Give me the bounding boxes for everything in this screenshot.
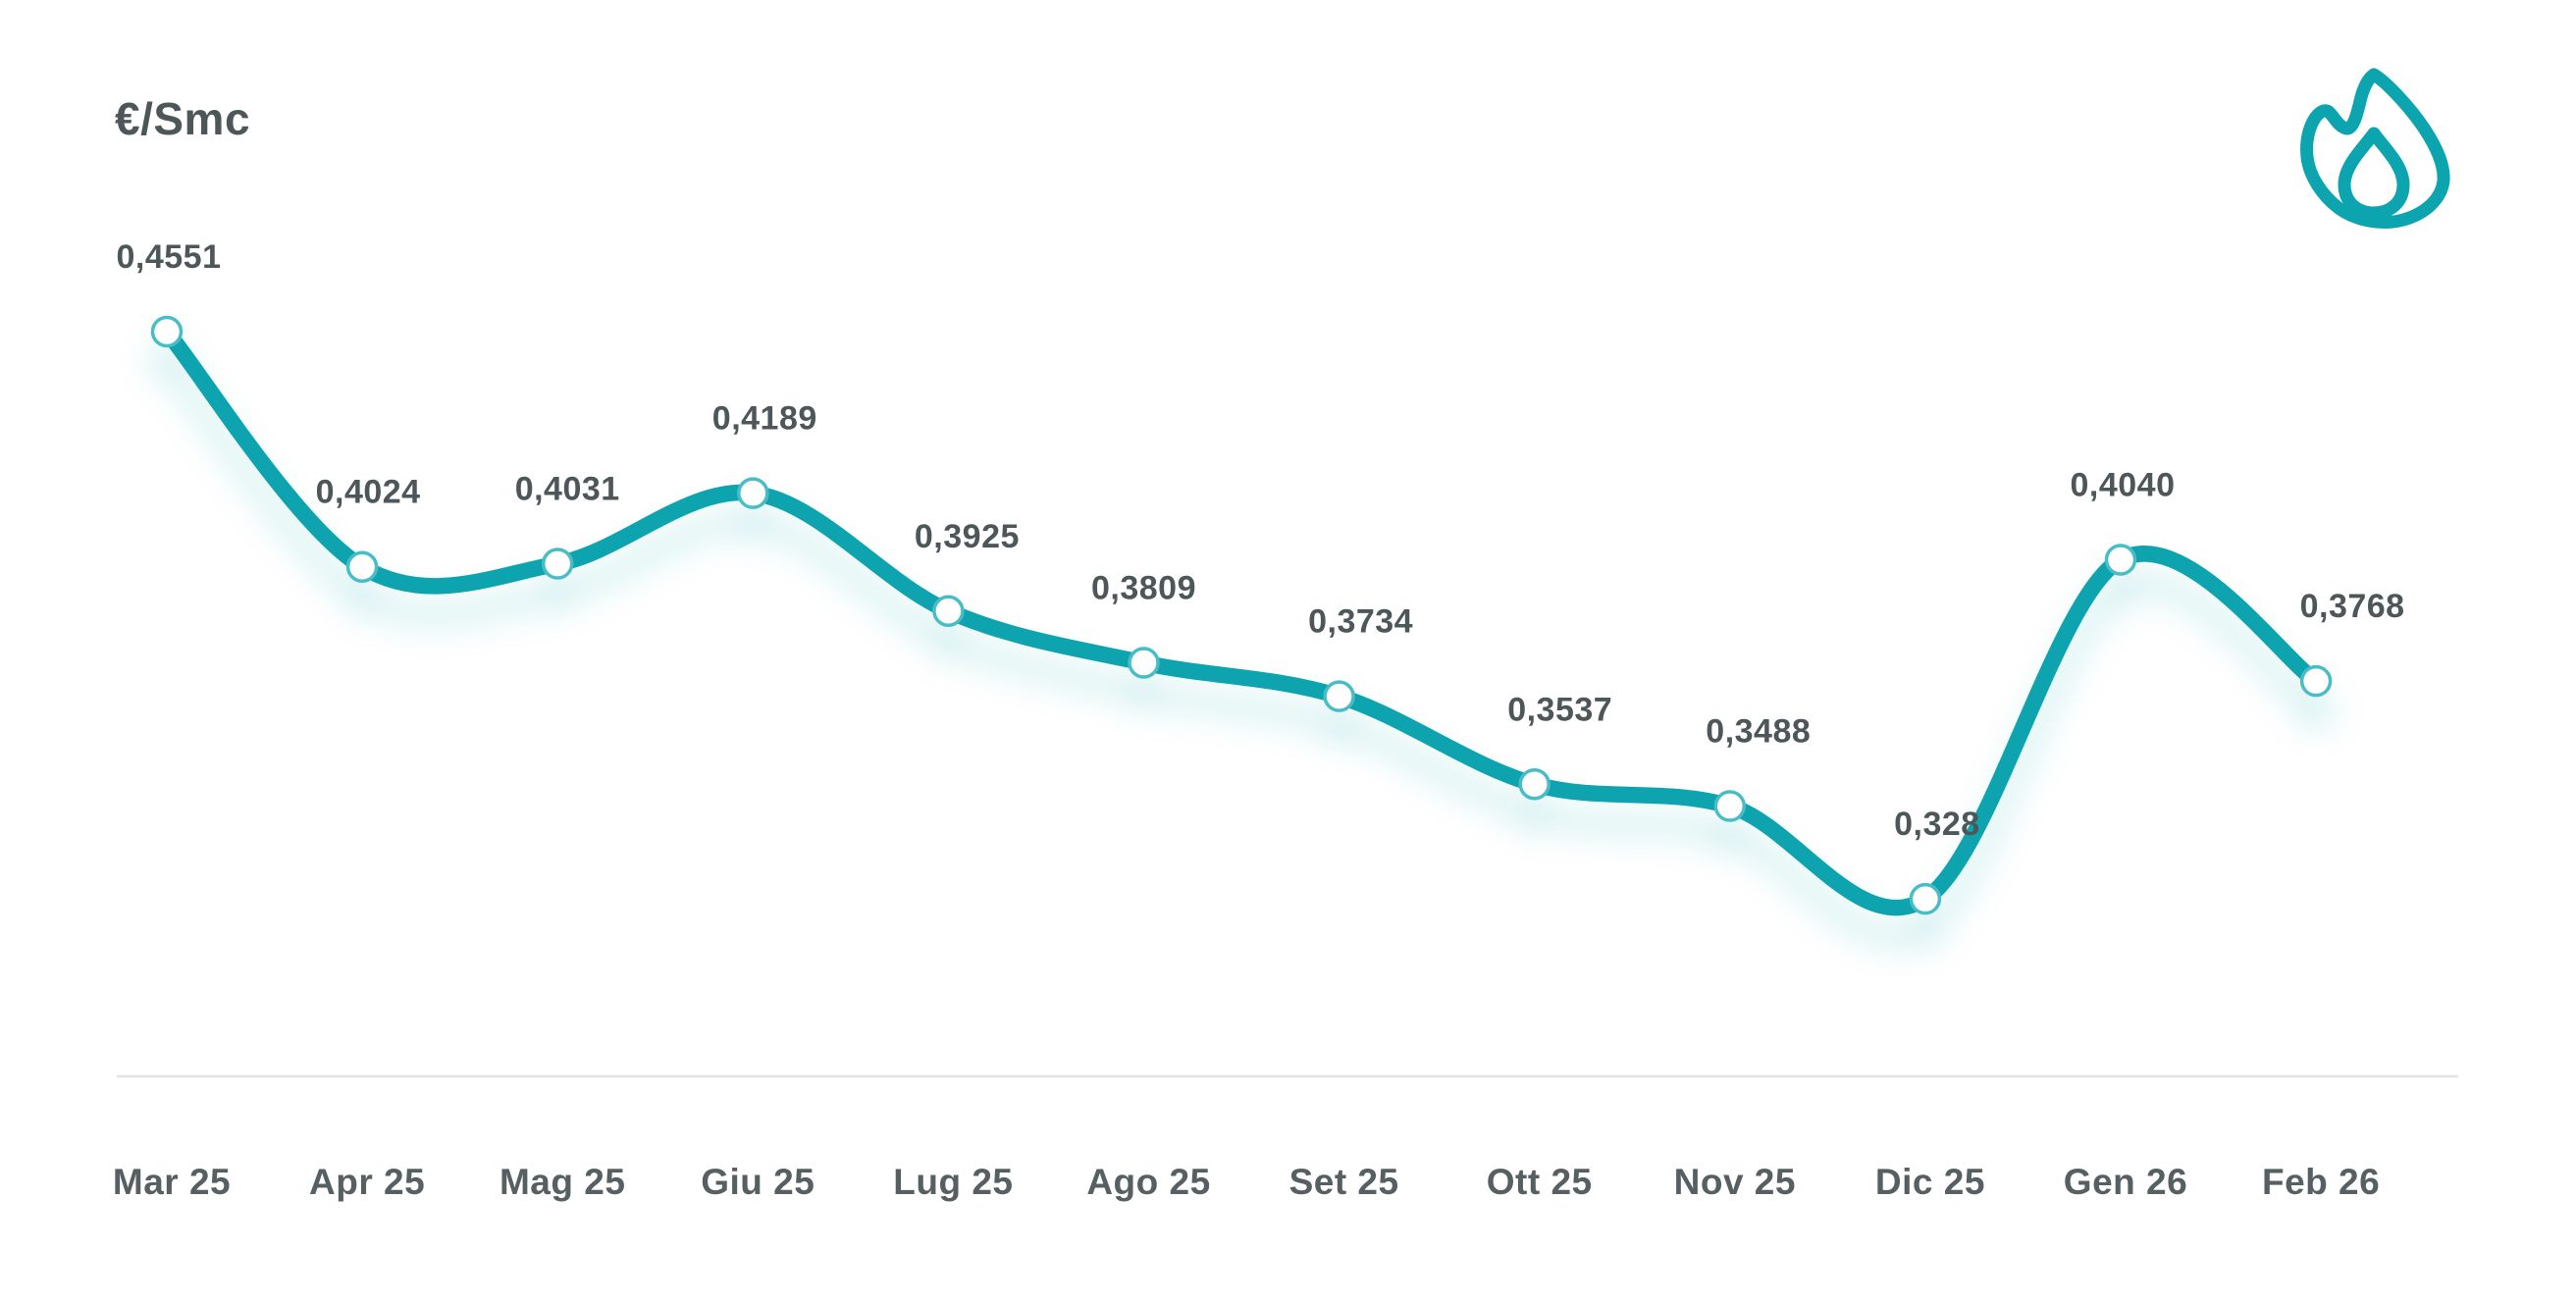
data-point-marker [932, 595, 965, 628]
series-group [150, 315, 2333, 916]
data-point-marker [1128, 647, 1160, 679]
x-axis-label: Set 25 [1289, 1162, 1399, 1202]
point-value-label: 0,3809 [1091, 570, 1196, 607]
point-value-label: 0,3537 [1507, 691, 1612, 728]
data-point-marker [1909, 882, 1942, 915]
flame-inner-drop-path [2338, 127, 2410, 220]
x-axis-label: Nov 25 [1674, 1162, 1796, 1202]
value-labels-group: 0,4551 0,4024 0,4031 0,4189 0,3925 0,3809 0,37… [117, 238, 2405, 843]
data-point-marker [2299, 664, 2333, 698]
point-value-label: 0,3925 [915, 518, 1020, 555]
x-axis-label: Ago 25 [1086, 1162, 1210, 1202]
data-point-marker [2104, 544, 2137, 576]
point-value-label: 0,4031 [515, 471, 620, 508]
data-point-marker [1713, 790, 1747, 822]
x-axis-label: Dic 25 [1875, 1162, 1985, 1202]
data-point-marker [737, 477, 769, 509]
data-point-marker [150, 315, 184, 348]
x-axis-label: Feb 26 [2262, 1162, 2380, 1202]
price-line [158, 323, 2325, 916]
data-point-marker [345, 550, 379, 583]
flame-icon-strokes [2300, 68, 2450, 229]
x-axis-label: Giu 25 [701, 1162, 815, 1202]
point-value-label: 0,3768 [2300, 588, 2405, 625]
unit-label: €/Smc [115, 93, 251, 144]
point-value-label: 0,4551 [117, 238, 222, 276]
x-axis-label: Mag 25 [499, 1162, 625, 1202]
data-point-marker [1323, 680, 1355, 712]
point-value-label: 0,328 [1894, 806, 1980, 843]
x-axis-label: Mar 25 [113, 1162, 231, 1202]
data-point-marker [541, 547, 574, 580]
data-point-marker [1518, 768, 1551, 801]
point-value-label: 0,4040 [2071, 466, 2176, 503]
point-value-label: 0,3488 [1706, 713, 1811, 751]
x-axis-label: Lug 25 [893, 1162, 1013, 1202]
x-axis-label: Ott 25 [1487, 1162, 1593, 1202]
x-axis-label: Apr 25 [309, 1162, 425, 1202]
flame-outer-path [2300, 68, 2450, 229]
point-value-label: 0,4189 [712, 400, 817, 438]
x-axis-label: Gen 26 [2064, 1162, 2187, 1202]
flame-icon [2300, 68, 2450, 229]
x-axis-group: Mar 25 Apr 25 Mag 25 Giu 25 Lug 25 Ago 25 Set … [113, 1074, 2458, 1202]
point-value-label: 0,3734 [1308, 603, 1413, 641]
point-value-label: 0,4024 [316, 474, 421, 511]
